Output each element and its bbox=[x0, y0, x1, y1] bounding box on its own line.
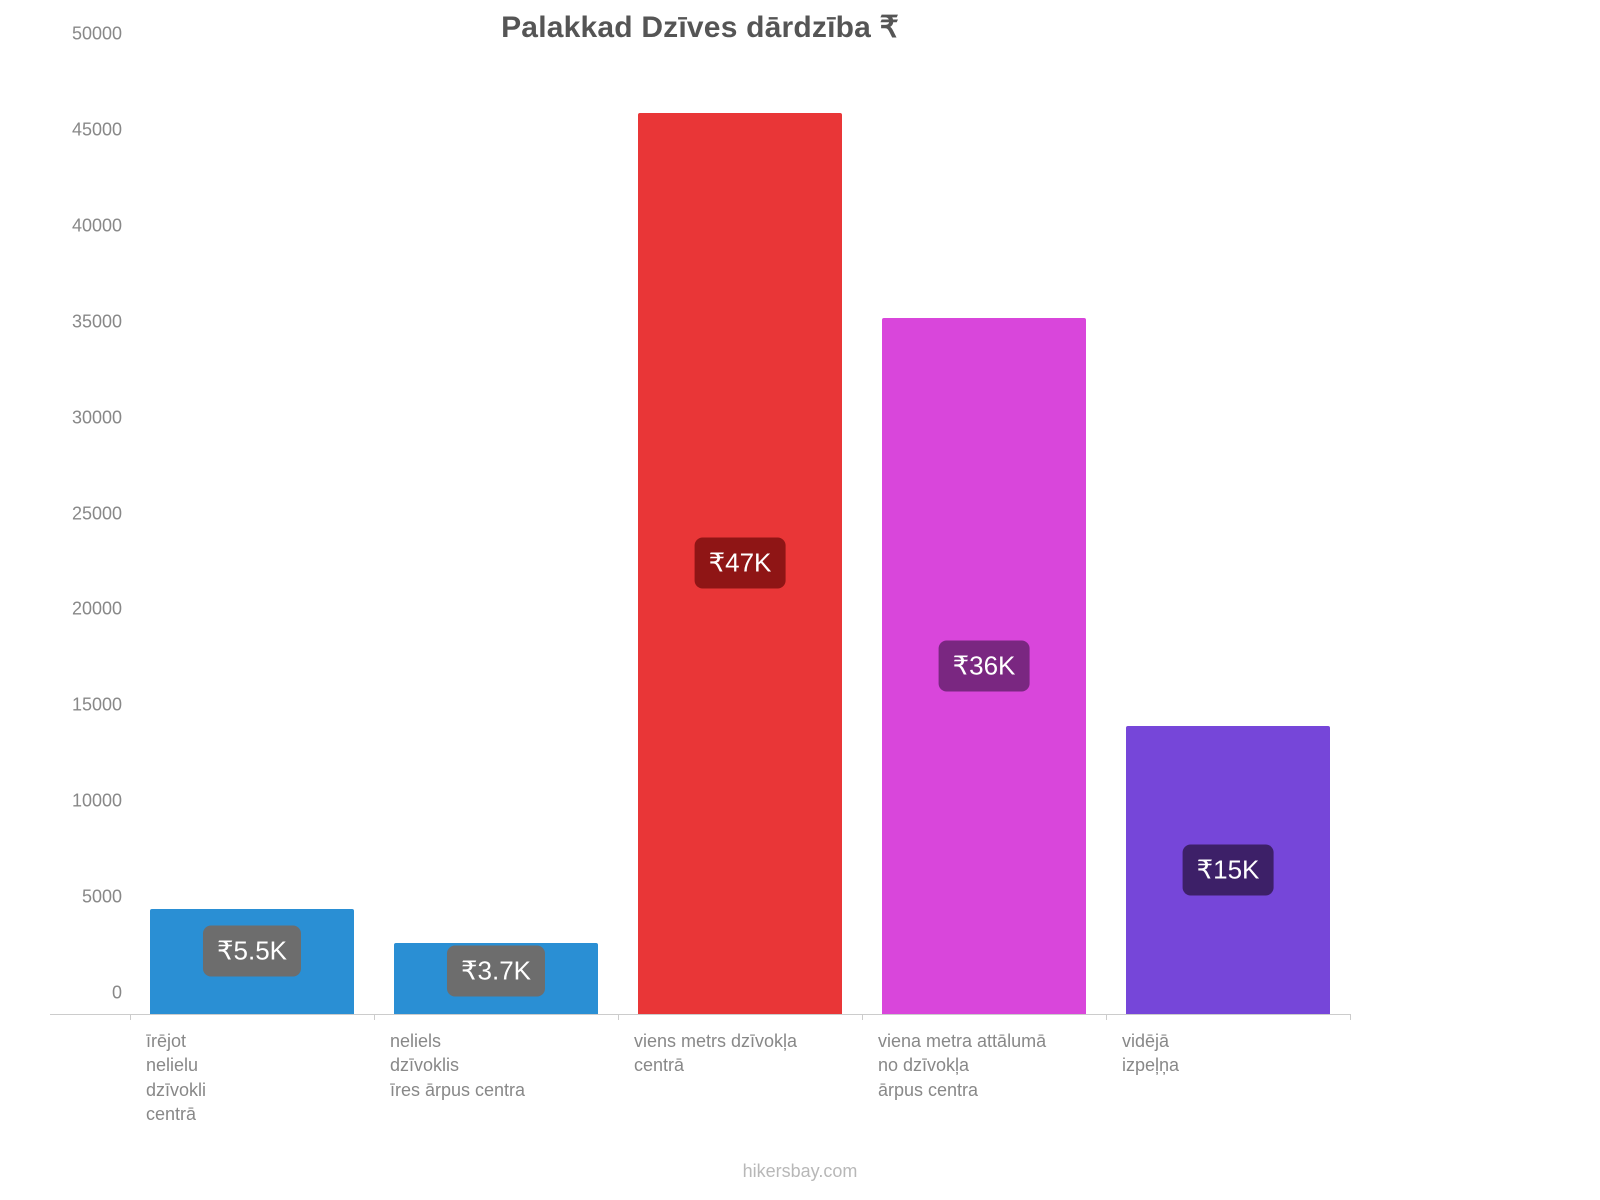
bar-slot: ₹15K bbox=[1106, 55, 1350, 1014]
bars-row: ₹5.5K ₹3.7K ₹47K ₹36K ₹15K bbox=[130, 55, 1350, 1014]
y-tick-label: 50000 bbox=[72, 24, 130, 45]
bar-value-label: ₹47K bbox=[695, 538, 786, 589]
y-tick-label: 10000 bbox=[72, 791, 130, 812]
y-tick-label: 5000 bbox=[82, 887, 130, 908]
plot-area: ₹5.5K ₹3.7K ₹47K ₹36K ₹15K 0 5000 10000 15000 20… bbox=[50, 55, 1350, 1015]
y-tick-label: 40000 bbox=[72, 215, 130, 236]
bar-value-label: ₹5.5K bbox=[203, 925, 301, 976]
y-tick-label: 45000 bbox=[72, 119, 130, 140]
bar-slot: ₹5.5K bbox=[130, 55, 374, 1014]
bar-value-label: ₹15K bbox=[1183, 845, 1274, 896]
bar: ₹47K bbox=[638, 113, 843, 1014]
x-axis-label: vidējāizpeļņa bbox=[1106, 1015, 1350, 1175]
plot-inner: ₹5.5K₹3.7K₹47K₹36K₹15K 05000100001500020… bbox=[130, 55, 1350, 1014]
chart-title: Palakkad Dzīves dārdzība ₹ bbox=[50, 10, 1350, 45]
y-tick-label: 15000 bbox=[72, 695, 130, 716]
x-axis-label: viena metra attālumāno dzīvokļaārpus cen… bbox=[862, 1015, 1106, 1175]
bar: ₹5.5K bbox=[150, 909, 355, 1014]
bar: ₹3.7K bbox=[394, 943, 599, 1014]
x-axis-labels: īrējotnelieludzīvoklicentrānelielsdzīvok… bbox=[50, 1015, 1350, 1175]
y-tick-label: 20000 bbox=[72, 599, 130, 620]
y-tick-label: 30000 bbox=[72, 407, 130, 428]
bar-value-label: ₹36K bbox=[939, 640, 1030, 691]
x-axis-label: viens metrs dzīvokļacentrā bbox=[618, 1015, 862, 1175]
y-tick-label: 35000 bbox=[72, 311, 130, 332]
x-tick-mark bbox=[1350, 1014, 1351, 1020]
bar: ₹15K bbox=[1126, 726, 1331, 1014]
chart-container: Palakkad Dzīves dārdzība ₹ ₹5.5K ₹3.7K ₹47… bbox=[50, 10, 1350, 1130]
y-tick-label: 0 bbox=[112, 983, 130, 1004]
bar-slot: ₹3.7K bbox=[374, 55, 618, 1014]
attribution-text: hikersbay.com bbox=[0, 1161, 1600, 1182]
bar: ₹36K bbox=[882, 318, 1087, 1014]
x-axis-label: īrējotnelieludzīvoklicentrā bbox=[130, 1015, 374, 1175]
bar-slot: ₹47K bbox=[618, 55, 862, 1014]
bar-value-label: ₹3.7K bbox=[447, 946, 545, 997]
bar-slot: ₹36K bbox=[862, 55, 1106, 1014]
x-axis-label: nelielsdzīvoklisīres ārpus centra bbox=[374, 1015, 618, 1175]
y-tick-label: 25000 bbox=[72, 503, 130, 524]
